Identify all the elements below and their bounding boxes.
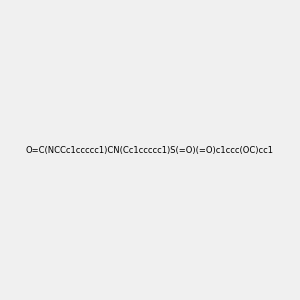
Text: O=C(NCCc1ccccc1)CN(Cc1ccccc1)S(=O)(=O)c1ccc(OC)cc1: O=C(NCCc1ccccc1)CN(Cc1ccccc1)S(=O)(=O)c1…	[26, 146, 274, 154]
